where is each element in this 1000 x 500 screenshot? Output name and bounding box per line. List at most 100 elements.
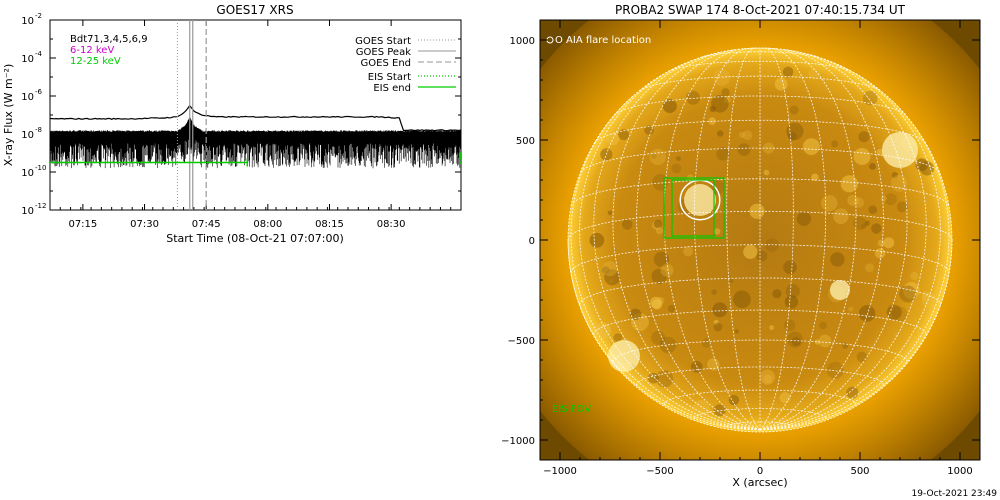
- y-tick-exponent: -10: [35, 164, 46, 172]
- disk-feature: [763, 374, 773, 384]
- active-region: [830, 280, 850, 300]
- legend-right-label: EIS end: [373, 83, 411, 94]
- disk-feature: [784, 319, 796, 331]
- disk-feature: [595, 322, 611, 339]
- x-tick-label: 0: [757, 466, 763, 477]
- y-tick-exponent: -8: [35, 126, 42, 134]
- disk-feature: [653, 219, 663, 228]
- disk-feature: [737, 143, 751, 157]
- disk-feature: [826, 362, 844, 379]
- disk-feature: [886, 304, 902, 320]
- disk-feature: [683, 246, 694, 257]
- disk-feature: [662, 98, 677, 114]
- disk-feature: [864, 220, 870, 226]
- y-tick-label: 10: [21, 206, 34, 217]
- solar-image: [540, 20, 980, 460]
- disk-feature: [769, 325, 775, 331]
- y-tick-exponent: -12: [35, 202, 46, 210]
- disk-feature: [651, 268, 667, 284]
- active-region: [684, 184, 716, 216]
- disk-feature: [830, 252, 845, 267]
- heliographic-grid: [567, 47, 953, 433]
- disk-feature: [763, 142, 775, 154]
- disk-feature: [783, 260, 797, 275]
- swap-y-axis: 1000 500 0 −500 −1000: [501, 19, 980, 461]
- grid-longitude: [759, 95, 950, 431]
- active-region: [882, 132, 918, 168]
- disk-feature: [779, 392, 791, 404]
- x-tick-label: 1000: [947, 466, 972, 477]
- disk-feature: [915, 158, 929, 171]
- disk-feature: [865, 263, 875, 273]
- disk-feature: [713, 319, 719, 325]
- disk-feature: [894, 332, 900, 338]
- disk-feature: [707, 358, 720, 371]
- disk-feature: [833, 208, 849, 224]
- disk-feature: [856, 351, 868, 363]
- disk-feature: [759, 369, 776, 385]
- disk-feature: [716, 147, 730, 161]
- disk-feature: [629, 308, 642, 320]
- grid-latitude: [570, 178, 950, 206]
- disk-feature: [858, 131, 870, 143]
- disk-feature: [853, 197, 864, 208]
- y-tick-label: 500: [516, 136, 535, 147]
- flare-overlays: [546, 36, 725, 239]
- disk-feature: [651, 330, 666, 345]
- grid-longitude: [612, 51, 761, 431]
- goes-title: GOES17 XRS: [216, 3, 293, 17]
- disk-feature: [648, 372, 659, 384]
- disk-feature: [848, 306, 854, 312]
- series-lower: [50, 116, 461, 134]
- legend-left-entry: 6-12 keV: [70, 45, 114, 56]
- x-tick-label: 08:30: [377, 219, 406, 230]
- disk-feature: [803, 138, 820, 156]
- disk-feature: [649, 148, 666, 166]
- eis-fov-box: [671, 179, 715, 237]
- disk-feature: [686, 90, 701, 105]
- x-tick-label: 500: [850, 466, 869, 477]
- disk-feature: [840, 175, 858, 193]
- disk-texture: [589, 66, 937, 418]
- disk-feature: [604, 269, 621, 286]
- grid-longitude: [759, 54, 927, 431]
- disk-feature: [714, 228, 721, 235]
- disk-feature: [676, 156, 681, 161]
- disk-feature: [721, 88, 730, 97]
- y-tick-label: 10: [21, 16, 34, 27]
- disk-feature: [861, 223, 867, 229]
- grid-longitude: [593, 54, 761, 431]
- y-tick-exponent: -6: [35, 88, 43, 96]
- disk-feature: [742, 130, 753, 141]
- disk-feature: [734, 329, 739, 334]
- grid-longitude: [759, 48, 827, 431]
- disk-feature: [738, 131, 746, 138]
- y-tick-label: 10: [21, 130, 34, 141]
- grid-longitude: [759, 62, 941, 431]
- disk-feature: [899, 285, 917, 303]
- disk-feature: [711, 95, 729, 113]
- disk-feature: [743, 244, 758, 259]
- grid-longitude: [726, 47, 761, 431]
- disk-feature: [756, 250, 768, 262]
- legend-left-entry: 12-25 keV: [70, 56, 121, 67]
- disk-feature: [650, 296, 662, 309]
- disk-feature: [791, 336, 801, 347]
- disk-feature: [819, 321, 827, 330]
- disk-feature: [853, 216, 867, 230]
- disk-feature: [787, 331, 803, 348]
- disk-feature: [785, 284, 800, 299]
- disk-feature: [858, 305, 876, 322]
- footer-timestamp: 19-Oct-2021 23:49: [912, 489, 998, 499]
- grid-latitude: [639, 75, 881, 92]
- disk-feature: [671, 163, 682, 174]
- y-tick-exponent: -2: [35, 12, 42, 20]
- grid-longitude: [636, 49, 761, 431]
- disk-feature: [728, 394, 740, 406]
- x-tick-label: −1000: [543, 466, 577, 477]
- legend-right-label: GOES End: [361, 58, 411, 69]
